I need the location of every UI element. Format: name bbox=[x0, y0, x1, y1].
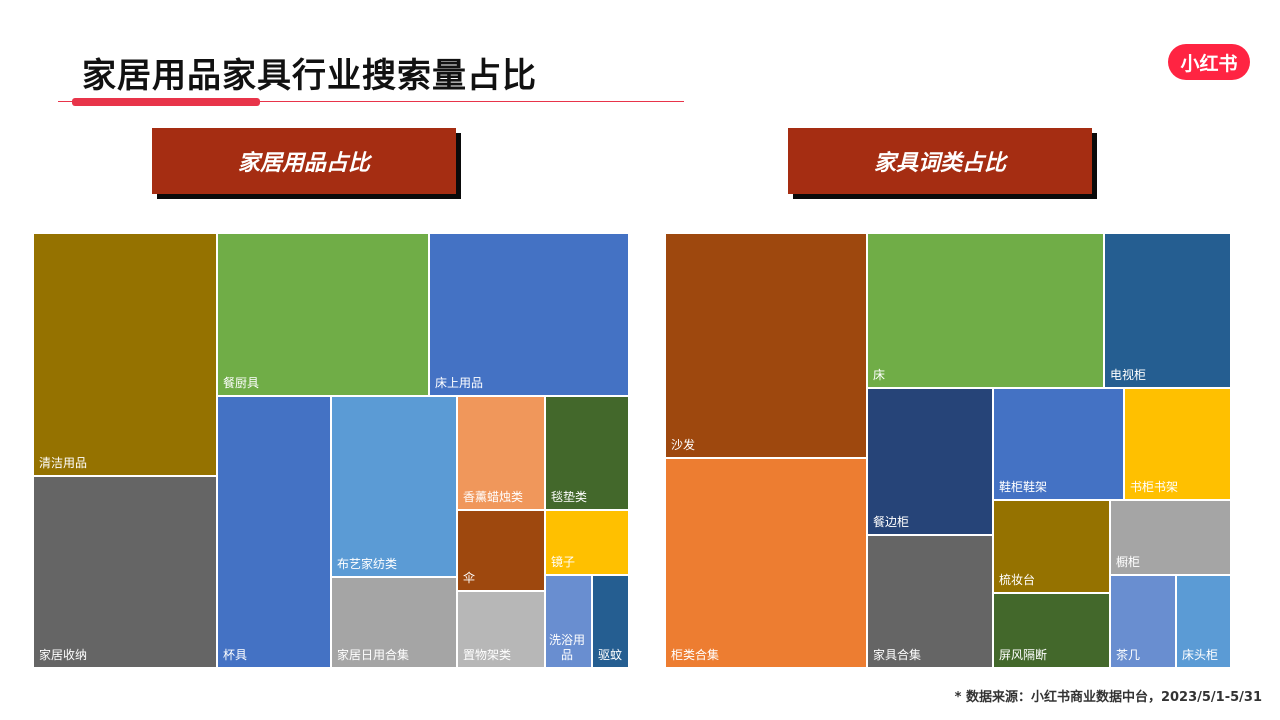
treemap-cell-label: 洗浴用品 bbox=[548, 633, 585, 662]
treemap-cell-label: 床 bbox=[873, 368, 886, 382]
page-title: 家居用品家具行业搜索量占比 bbox=[82, 56, 537, 96]
treemap-cell: 餐厨具 bbox=[217, 233, 429, 396]
treemap-cell: 屏风隔断 bbox=[993, 593, 1110, 668]
treemap-cell: 置物架类 bbox=[457, 591, 545, 668]
treemap-cell: 梳妆台 bbox=[993, 500, 1110, 593]
right-chart-banner: 家具词类占比 bbox=[788, 128, 1097, 199]
treemap-cell: 杯具 bbox=[217, 396, 331, 668]
treemap-cell-label: 家居收纳 bbox=[39, 648, 88, 662]
treemap-cell-label: 梳妆台 bbox=[999, 573, 1036, 587]
treemap-cell: 橱柜 bbox=[1110, 500, 1231, 575]
treemap-cell-label: 餐厨具 bbox=[223, 376, 260, 390]
treemap-cell: 鞋柜鞋架 bbox=[993, 388, 1124, 500]
treemap-cell-label: 沙发 bbox=[671, 438, 696, 452]
treemap-cell: 电视柜 bbox=[1104, 233, 1231, 388]
treemap-cell-label: 柜类合集 bbox=[671, 648, 720, 662]
treemap-cell: 清洁用品 bbox=[33, 233, 217, 476]
treemap-cell: 沙发 bbox=[665, 233, 867, 458]
treemap-cell-label: 餐边柜 bbox=[873, 515, 910, 529]
treemap-cell-label: 电视柜 bbox=[1110, 368, 1147, 382]
treemap-cell: 伞 bbox=[457, 510, 545, 591]
treemap-cell: 家具合集 bbox=[867, 535, 993, 668]
treemap-cell-label: 家居日用合集 bbox=[337, 648, 410, 662]
title-underline-accent bbox=[72, 98, 260, 106]
treemap-cell-label: 屏风隔断 bbox=[999, 648, 1048, 662]
treemap-cell-label: 书柜书架 bbox=[1130, 480, 1179, 494]
treemap-furniture: 沙发柜类合集 床 电视柜餐边柜家具合集 鞋柜鞋架 书柜书架梳妆台 橱柜屏风隔断 茶几 床头柜 bbox=[665, 233, 1231, 668]
title-underline bbox=[58, 101, 684, 102]
treemap-cell: 家居收纳 bbox=[33, 476, 217, 668]
treemap-cell: 洗浴用品 bbox=[545, 575, 592, 668]
treemap-cell-label: 橱柜 bbox=[1116, 555, 1141, 569]
left-chart-title: 家居用品占比 bbox=[152, 128, 456, 194]
treemap-cell-label: 伞 bbox=[463, 571, 476, 585]
data-source-footnote: * 数据来源：小红书商业数据中台，2023/5/1-5/31 bbox=[954, 690, 1262, 705]
treemap-cell-label: 清洁用品 bbox=[39, 456, 88, 470]
treemap-cell: 布艺家纺类 bbox=[331, 396, 457, 577]
treemap-cell-label: 杯具 bbox=[223, 648, 248, 662]
treemap-cell: 茶几 bbox=[1110, 575, 1176, 668]
left-chart-banner: 家居用品占比 bbox=[152, 128, 461, 199]
treemap-cell: 床 bbox=[867, 233, 1104, 388]
treemap-cell-label: 布艺家纺类 bbox=[337, 557, 398, 571]
treemap-cell: 镜子 bbox=[545, 510, 629, 575]
right-chart-title: 家具词类占比 bbox=[788, 128, 1092, 194]
treemap-cell-label: 驱蚊 bbox=[598, 648, 623, 662]
treemap-cell: 驱蚊 bbox=[592, 575, 629, 668]
treemap-cell: 书柜书架 bbox=[1124, 388, 1231, 500]
xiaohongshu-logo: 小红书 bbox=[1168, 44, 1250, 80]
treemap-cell-label: 家具合集 bbox=[873, 648, 922, 662]
treemap-cell-label: 茶几 bbox=[1116, 648, 1141, 662]
treemap-cell: 香薰蜡烛类 bbox=[457, 396, 545, 510]
treemap-cell: 床头柜 bbox=[1176, 575, 1231, 668]
treemap-cell-label: 镜子 bbox=[551, 555, 576, 569]
treemap-cell: 毯垫类 bbox=[545, 396, 629, 510]
treemap-household-goods: 清洁用品家居收纳 餐厨具 床上用品杯具 布艺家纺类家居日用合集 香薰蜡烛类 毯垫类伞 镜子置… bbox=[33, 233, 629, 668]
treemap-cell-label: 床上用品 bbox=[435, 376, 484, 390]
treemap-cell: 床上用品 bbox=[429, 233, 629, 396]
treemap-cell-label: 置物架类 bbox=[463, 648, 512, 662]
treemap-cell: 家居日用合集 bbox=[331, 577, 457, 668]
treemap-cell-label: 鞋柜鞋架 bbox=[999, 480, 1048, 494]
treemap-cell-label: 床头柜 bbox=[1182, 648, 1219, 662]
treemap-cell-label: 香薰蜡烛类 bbox=[463, 490, 524, 504]
treemap-cell: 餐边柜 bbox=[867, 388, 993, 535]
treemap-cell: 柜类合集 bbox=[665, 458, 867, 668]
treemap-cell-label: 毯垫类 bbox=[551, 490, 588, 504]
